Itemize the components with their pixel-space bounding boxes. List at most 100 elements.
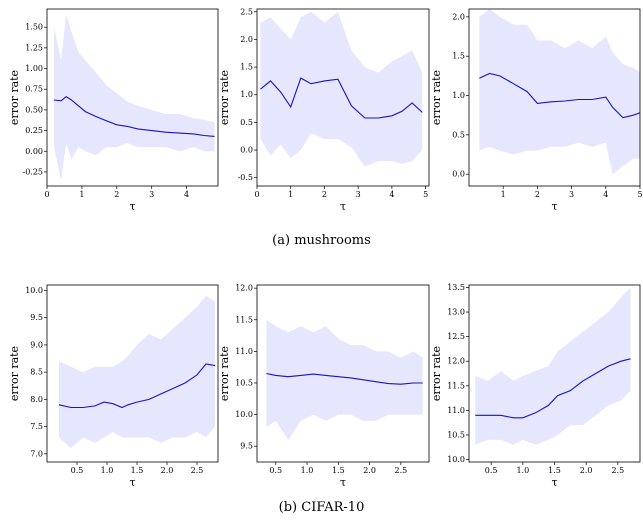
- x-tick-label: 0: [44, 190, 49, 199]
- x-tick-label: 3: [356, 190, 361, 199]
- y-axis-label: error rate: [430, 70, 443, 125]
- y-tick-label: 0.0: [240, 146, 253, 155]
- x-tick-label: 1.0: [301, 466, 314, 475]
- y-tick-label: 1.5: [452, 52, 465, 61]
- y-axis-label: error rate: [218, 70, 231, 125]
- mean-error-line: [266, 372, 423, 385]
- y-tick-label: 2.5: [240, 7, 253, 16]
- chart-panel-4: 0.5 1.0 1.5 2.0 2.5 7.0 7.5 8.0 8.5 9.0 9.5 10.0 τ er…: [8, 284, 219, 489]
- x-tick-label: 5: [423, 190, 428, 199]
- mean-error-line: [260, 77, 423, 119]
- y-tick-label: 1.00: [25, 64, 43, 73]
- x-axis-label: τ: [129, 200, 135, 213]
- y-tick-label: 0.50: [25, 105, 43, 114]
- y-tick-label: 0.00: [25, 147, 43, 156]
- y-tick-label: 11.5: [447, 381, 465, 390]
- y-tick-label: 0.25: [25, 126, 43, 135]
- x-tick-label: 3: [569, 190, 574, 199]
- x-tick-label: 5: [637, 190, 642, 199]
- y-axis-label: error rate: [218, 346, 231, 401]
- x-tick-label: 1.5: [548, 466, 561, 475]
- x-tick-label: 1.0: [101, 466, 114, 475]
- error-band: [54, 14, 215, 181]
- y-tick-label: 11.5: [235, 315, 253, 324]
- x-tick-label: 2.5: [191, 466, 204, 475]
- error-band: [266, 319, 423, 440]
- y-tick-label: 7.0: [30, 449, 43, 458]
- y-tick-label: 10.5: [235, 378, 253, 387]
- mean-error-line: [475, 358, 631, 419]
- y-tick-label: 1.0: [452, 91, 465, 100]
- x-tick-label: 2.5: [394, 466, 407, 475]
- y-axis-label: error rate: [430, 346, 443, 401]
- y-tick-label: 10.0: [235, 410, 253, 419]
- y-tick-label: 12.0: [447, 357, 465, 366]
- x-tick-label: 1.5: [131, 466, 144, 475]
- y-tick-label: 8.0: [30, 395, 43, 404]
- y-tick-label: 8.5: [30, 368, 43, 377]
- x-tick-label: 0: [254, 190, 259, 199]
- y-tick-label: 11.0: [447, 406, 465, 415]
- chart-panel-6: 0.5 1.0 1.5 2.0 2.5 10.0 10.5 11.0 11.5 12.0 12.5 1…: [430, 283, 641, 489]
- y-tick-label: -0.25: [22, 167, 43, 176]
- y-tick-label: 9.5: [30, 313, 43, 322]
- mean-error-line: [53, 96, 215, 137]
- x-tick-label: 2: [114, 190, 119, 199]
- x-tick-label: 3: [149, 190, 154, 199]
- x-axis-label: τ: [340, 200, 346, 213]
- axes-frame: [468, 8, 641, 187]
- caption-b: (b) CIFAR-10: [278, 500, 365, 515]
- x-tick-label: 1.5: [332, 466, 345, 475]
- y-tick-label: 12.0: [235, 284, 253, 293]
- chart-panel-1: 0 1 2 3 4 -0.25 0.00 0.25 0.50 0.75 1.00 1.25 1.50 τ e…: [8, 8, 219, 213]
- error-band: [260, 11, 423, 167]
- x-axis-label: τ: [340, 476, 346, 489]
- y-tick-label: -0.5: [238, 173, 253, 182]
- x-tick-label: 0.5: [485, 466, 498, 475]
- y-tick-label: 10.5: [447, 430, 465, 439]
- y-tick-label: 11.0: [235, 347, 253, 356]
- y-tick-label: 1.0: [240, 90, 253, 99]
- x-tick-label: 1: [288, 190, 293, 199]
- y-tick-label: 0.5: [240, 118, 253, 127]
- y-tick-label: 1.25: [25, 43, 43, 52]
- chart-panel-2: 0 1 2 3 4 5 -0.5 0.0 0.5 1.0 1.5 2.0 2.5 τ error rate: [218, 7, 430, 213]
- x-tick-label: 2.5: [611, 466, 624, 475]
- x-tick-label: 2.0: [363, 466, 376, 475]
- y-axis-label: error rate: [8, 346, 21, 401]
- axes-frame: [46, 8, 219, 187]
- x-axis-label: τ: [551, 476, 557, 489]
- x-tick-label: 0.5: [269, 466, 282, 475]
- y-tick-label: 10.0: [447, 455, 465, 464]
- x-tick-label: 1: [501, 190, 506, 199]
- x-tick-label: 4: [603, 190, 608, 199]
- x-tick-label: 2: [322, 190, 327, 199]
- y-tick-label: 0.5: [452, 130, 465, 139]
- x-tick-label: 2.0: [580, 466, 593, 475]
- x-tick-label: 4: [184, 190, 189, 199]
- y-tick-label: 2.0: [240, 35, 253, 44]
- x-tick-label: 2: [535, 190, 540, 199]
- y-tick-label: 7.5: [30, 422, 43, 431]
- y-tick-label: 13.5: [447, 283, 465, 292]
- y-tick-label: 9.5: [240, 442, 253, 451]
- error-band: [475, 287, 631, 445]
- x-tick-label: 2.0: [161, 466, 174, 475]
- error-band: [479, 9, 640, 175]
- y-tick-label: 0.75: [25, 85, 43, 94]
- x-tick-label: 4: [389, 190, 394, 199]
- x-tick-label: 1.0: [516, 466, 529, 475]
- y-tick-label: 1.50: [25, 23, 43, 32]
- y-tick-label: 13.0: [447, 308, 465, 317]
- error-band: [59, 295, 215, 449]
- axes-frame: [46, 284, 219, 463]
- y-axis-label: error rate: [8, 70, 21, 125]
- y-tick-label: 0.0: [452, 170, 465, 179]
- y-tick-label: 9.0: [30, 340, 43, 349]
- mean-error-line: [479, 72, 640, 119]
- mean-error-line: [58, 363, 216, 409]
- axes-frame: [256, 284, 430, 463]
- x-tick-label: 1: [79, 190, 84, 199]
- y-tick-label: 10.0: [25, 286, 43, 295]
